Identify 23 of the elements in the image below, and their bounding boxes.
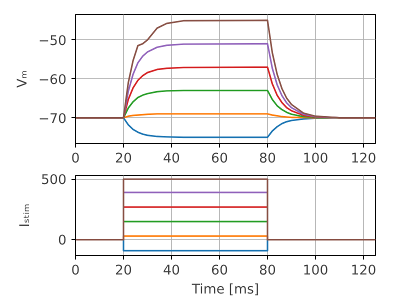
y-tick-label: 500: [41, 173, 67, 188]
x-tick-label: 0: [71, 264, 80, 278]
x-axis-title: Time [ms]: [190, 282, 260, 298]
x-tick-label: 80: [259, 152, 276, 166]
x-tick-label: 0: [71, 152, 80, 166]
y-tick-label: −70: [38, 112, 67, 127]
line-series: [76, 20, 376, 119]
x-tick-label: 80: [259, 264, 276, 278]
x-tick-label: 100: [302, 264, 328, 278]
x-tick-label: 20: [115, 264, 132, 278]
x-tick-label: 120: [350, 264, 376, 278]
y-tick-label: −60: [38, 72, 67, 88]
x-tick-label: 60: [211, 264, 228, 278]
x-tick-label: 40: [163, 152, 180, 166]
y-tick-label: 0: [58, 234, 67, 249]
x-tick-label: 60: [211, 152, 228, 166]
y-axis-title: Iₛₜᵢₘ: [18, 204, 34, 228]
x-tick-label: 20: [115, 152, 132, 166]
x-tick-label: 40: [163, 264, 180, 278]
x-tick-label: 100: [302, 152, 328, 166]
y-tick-label: −50: [38, 34, 67, 49]
x-tick-label: 120: [350, 152, 376, 166]
y-axis-title: Vₘ: [15, 70, 30, 88]
